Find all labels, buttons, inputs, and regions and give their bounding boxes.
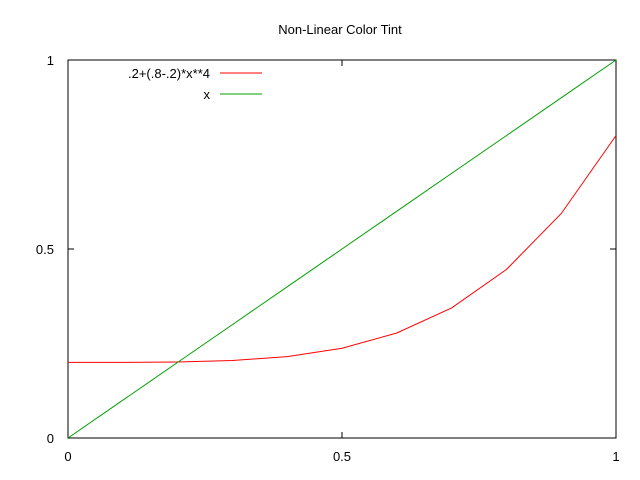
series-layer — [67, 59, 617, 439]
x-tick-label: 0 — [64, 449, 71, 464]
y-tick-label: 0 — [47, 431, 54, 446]
y-tick-label: 0.5 — [36, 242, 54, 257]
series-line-0 — [67, 135, 617, 363]
x-tick-label: 1 — [612, 449, 619, 464]
axis-ticks: 0 0.5 1 0 0.5 1 — [36, 53, 620, 464]
chart-title: Non-Linear Color Tint — [278, 22, 402, 37]
legend-label: .2+(.8-.2)*x**4 — [128, 66, 210, 81]
legend-label: x — [204, 87, 211, 102]
x-tick-label: 0.5 — [333, 449, 351, 464]
y-tick-label: 1 — [47, 53, 54, 68]
legend: .2+(.8-.2)*x**4 x — [128, 66, 262, 102]
series-line-1 — [67, 59, 617, 439]
